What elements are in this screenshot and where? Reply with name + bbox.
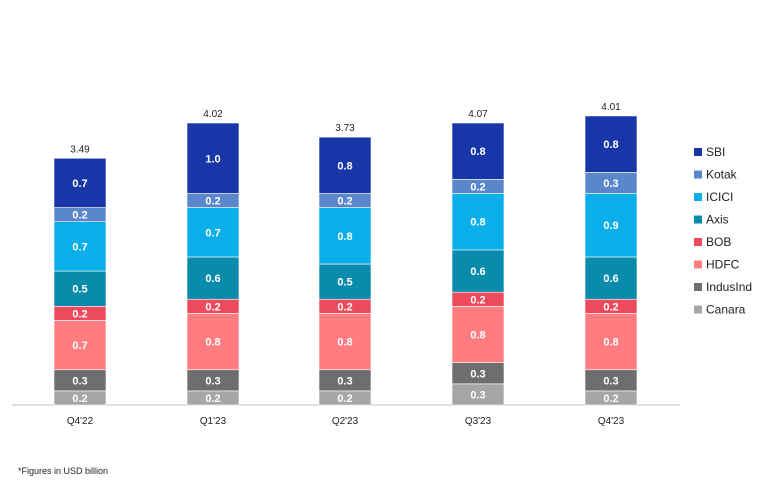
data-label-indusind-3: 0.3 (470, 368, 485, 380)
data-label-indusind-4: 0.3 (603, 375, 618, 387)
x-tick-label-1: Q1'23 (200, 416, 227, 427)
data-label-axis-2: 0.5 (337, 277, 352, 289)
data-label-icici-3: 0.8 (470, 217, 485, 229)
legend-label-axis: Axis (706, 213, 729, 227)
data-label-kotak-3: 0.2 (470, 181, 485, 193)
data-label-sbi-0: 0.7 (72, 178, 87, 190)
bar-segment-axis-4 (584, 256, 638, 300)
bar-segment-hdfc-4 (584, 313, 638, 371)
legend-label-indusind: IndusInd (706, 280, 752, 294)
bar-segment-sbi-3 (451, 122, 505, 180)
data-label-kotak-4: 0.3 (603, 178, 618, 190)
data-label-icici-2: 0.8 (337, 231, 352, 243)
data-label-canara-3: 0.3 (470, 389, 485, 401)
data-label-hdfc-3: 0.8 (470, 330, 485, 342)
bar-segment-hdfc-2 (318, 313, 372, 371)
data-label-indusind-0: 0.3 (72, 375, 87, 387)
data-label-icici-4: 0.9 (603, 220, 618, 232)
legend-swatch-hdfc (694, 260, 702, 269)
legend-swatch-kotak (694, 170, 702, 179)
bar-segment-sbi-1 (186, 122, 240, 194)
legend-label-sbi: SBI (706, 145, 725, 159)
data-label-hdfc-2: 0.8 (337, 337, 352, 349)
legend-swatch-icici (694, 193, 702, 201)
data-label-icici-1: 0.7 (205, 227, 220, 239)
data-label-bob-0: 0.2 (72, 308, 87, 320)
data-label-kotak-0: 0.2 (72, 210, 87, 222)
total-label-3: 4.07 (468, 109, 488, 120)
bar-segment-axis-1 (186, 256, 240, 300)
total-label-4: 4.01 (601, 102, 621, 113)
legend-label-icici: ICICI (706, 190, 733, 204)
total-label-0: 3.49 (70, 144, 90, 155)
bar-segment-sbi-2 (318, 136, 372, 194)
data-label-axis-4: 0.6 (603, 273, 618, 285)
data-label-kotak-2: 0.2 (337, 196, 352, 208)
data-label-indusind-1: 0.3 (205, 375, 220, 387)
bar-segment-axis-3 (451, 249, 505, 293)
data-label-bob-3: 0.2 (470, 294, 485, 306)
bar-segment-axis-0 (53, 270, 107, 307)
x-tick-label-2: Q2'23 (332, 416, 359, 427)
legend: SBI Kotak ICICI Axis BOB HDFC IndusInd Canara (694, 145, 752, 317)
legend-swatch-bob (694, 238, 702, 246)
footnote: *Figures in USD billion (18, 466, 109, 476)
legend-label-bob: BOB (706, 235, 731, 249)
total-label-1: 4.02 (203, 109, 223, 120)
data-label-canara-0: 0.2 (72, 393, 87, 405)
bars-group: 0.2 0.3 0.7 0.2 0.5 0.7 0.2 0.7 3.49 Q4'22 0.2 0.3 0… (53, 102, 638, 427)
bar-segment-hdfc-3 (451, 305, 505, 363)
bar-segment-sbi-0 (53, 157, 107, 208)
bar-segment-icici-4 (584, 193, 638, 258)
data-label-kotak-1: 0.2 (205, 196, 220, 208)
data-label-hdfc-0: 0.7 (72, 340, 87, 352)
bar-segment-hdfc-1 (186, 313, 240, 371)
data-label-canara-4: 0.2 (603, 393, 618, 405)
data-label-sbi-3: 0.8 (470, 146, 485, 158)
data-label-axis-3: 0.6 (470, 266, 485, 278)
data-label-canara-1: 0.2 (205, 393, 220, 405)
x-tick-label-4: Q4'23 (598, 416, 625, 427)
data-label-bob-4: 0.2 (603, 301, 618, 313)
legend-label-canara: Canara (706, 303, 746, 317)
data-label-bob-2: 0.2 (337, 301, 352, 313)
data-label-hdfc-1: 0.8 (205, 337, 220, 349)
total-label-2: 3.73 (335, 123, 355, 134)
data-label-indusind-2: 0.3 (337, 375, 352, 387)
x-tick-label-3: Q3'23 (465, 416, 492, 427)
bar-segment-icici-2 (318, 207, 372, 265)
data-label-sbi-2: 0.8 (337, 160, 352, 172)
bar-segment-hdfc-0 (53, 320, 107, 371)
data-label-canara-2: 0.2 (337, 393, 352, 405)
data-label-axis-1: 0.6 (205, 273, 220, 285)
bar-segment-icici-0 (53, 221, 107, 272)
data-label-hdfc-4: 0.8 (603, 337, 618, 349)
bar-segment-icici-1 (186, 207, 240, 258)
data-label-bob-1: 0.2 (205, 301, 220, 313)
bar-segment-sbi-4 (584, 115, 638, 173)
data-label-sbi-1: 1.0 (205, 153, 220, 165)
legend-swatch-axis (694, 215, 702, 224)
x-tick-label-0: Q4'22 (67, 416, 94, 427)
legend-label-hdfc: HDFC (706, 258, 740, 272)
legend-swatch-indusind (694, 283, 702, 291)
legend-label-kotak: Kotak (706, 168, 738, 182)
legend-swatch-sbi (694, 148, 702, 156)
data-label-axis-0: 0.5 (72, 284, 87, 296)
data-label-icici-0: 0.7 (72, 241, 87, 253)
data-label-sbi-4: 0.8 (603, 139, 618, 151)
legend-swatch-canara (694, 305, 702, 314)
bar-segment-icici-3 (451, 193, 505, 251)
